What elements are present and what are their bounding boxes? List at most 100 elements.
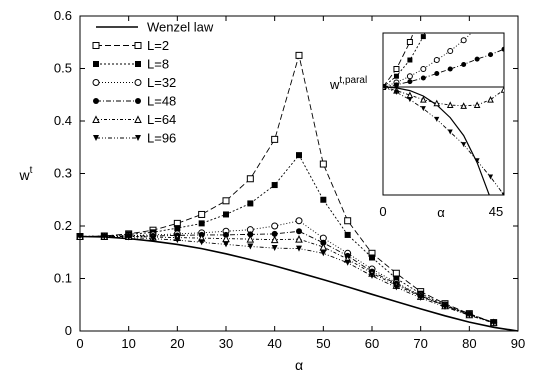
data-point-l-2 <box>198 210 206 218</box>
inset-data-point-l-8 <box>420 34 426 40</box>
data-point-l-96 <box>223 241 229 248</box>
data-point-l-96 <box>344 259 351 266</box>
inset-data-point-l-96 <box>447 129 453 135</box>
inset-series-line-wenzel-law <box>383 86 490 195</box>
data-point-l-2 <box>295 51 303 59</box>
data-point-l-96 <box>320 250 327 257</box>
inset-data-point-l-48 <box>461 62 467 67</box>
inset-data-point-l-64 <box>420 95 427 103</box>
inset-data-point-l-32 <box>460 37 467 44</box>
legend-label-l-64: L=64 <box>147 112 176 127</box>
y-tick-label: 0.1 <box>54 271 72 286</box>
data-point-l-96 <box>150 235 156 242</box>
legend-marker-l-64 <box>134 115 142 123</box>
inset-data-point-l-32 <box>420 66 427 72</box>
inset-data-point-l-48 <box>420 75 426 81</box>
inset-data-point-l-64 <box>460 102 467 109</box>
legend-label-l-2: L=2 <box>147 38 169 53</box>
data-point-l-96 <box>198 239 205 246</box>
legend-marker-l-96 <box>135 135 141 141</box>
y-axis-label-base: w <box>19 167 31 183</box>
data-point-l-96 <box>247 243 254 250</box>
inset-series-line-l-32 <box>383 33 473 88</box>
legend-label-wenzel-law: Wenzel law <box>147 20 214 35</box>
y-axis-label-superscript: t <box>30 165 33 176</box>
inset-data-point-l-48 <box>501 46 504 52</box>
data-point-l-8 <box>320 196 327 203</box>
data-point-l-2 <box>271 135 279 143</box>
data-point-l-64 <box>295 235 303 243</box>
legend-marker-l-96 <box>93 135 99 141</box>
data-point-l-64 <box>246 235 255 243</box>
inset-data-point-l-96 <box>434 116 440 122</box>
data-point-l-8 <box>271 182 278 189</box>
inset-data-point-l-2 <box>406 39 413 45</box>
data-point-l-64 <box>319 242 328 251</box>
inset-data-point-l-8 <box>407 57 413 63</box>
inset-data-point-l-96 <box>393 89 399 95</box>
legend-marker-l-64 <box>92 115 100 123</box>
legend-label-l-8: L=8 <box>147 57 169 72</box>
legend-label-l-32: L=32 <box>147 75 176 90</box>
legend-marker-l-2 <box>134 42 142 49</box>
inset-x-tick-0: 0 <box>379 204 386 219</box>
y-tick-label: 0.2 <box>54 218 72 233</box>
data-point-l-8 <box>344 231 351 238</box>
y-tick-label: 0.5 <box>54 61 72 76</box>
x-tick-label: 20 <box>170 336 184 351</box>
x-axis-label: α <box>295 357 303 373</box>
series-line-l-48 <box>80 230 494 324</box>
data-point-l-96 <box>417 294 424 301</box>
x-tick-label: 70 <box>413 336 427 351</box>
inset-data-point-l-96 <box>461 142 467 148</box>
data-point-l-2 <box>344 217 352 225</box>
legend-marker-l-8 <box>93 61 99 67</box>
legend-marker-l-32 <box>134 79 142 86</box>
inset-data-point-l-48 <box>488 52 494 58</box>
data-point-l-32 <box>271 222 279 230</box>
data-point-l-8 <box>393 275 400 282</box>
data-point-l-2 <box>392 269 400 277</box>
inset-data-point-l-64 <box>433 99 441 107</box>
x-tick-label: 30 <box>219 336 233 351</box>
data-point-l-64 <box>270 235 279 244</box>
legend: Wenzel law L=2 L=8 L=32 L=48 L=64 L=96 <box>92 20 214 146</box>
data-point-l-2 <box>222 197 230 205</box>
y-axis-label: wt <box>19 165 33 183</box>
inset-data-point-l-48 <box>393 82 399 88</box>
inset-data-point-l-96 <box>488 174 494 180</box>
inset-x-label: α <box>437 205 445 220</box>
series-line-l-32 <box>79 220 494 324</box>
legend-marker-l-48 <box>135 98 141 104</box>
inset-data-point-l-96 <box>383 84 386 90</box>
legend-marker-l-2 <box>92 42 100 49</box>
series-line-l-2 <box>79 55 494 324</box>
x-tick-label: 10 <box>121 336 135 351</box>
data-point-l-48 <box>247 231 254 238</box>
y-tick-label: 0.3 <box>54 166 72 181</box>
inset-series-line-l-96 <box>383 86 504 195</box>
inset-data-point-l-48 <box>474 56 480 62</box>
data-point-l-2 <box>246 175 254 183</box>
inset-y-label: wt,paral <box>329 75 367 92</box>
data-point-l-8 <box>369 254 375 261</box>
data-point-l-96 <box>101 234 108 241</box>
x-tick-label: 80 <box>462 336 476 351</box>
data-point-l-8 <box>174 225 181 232</box>
inset-data-point-l-2 <box>393 66 400 72</box>
data-point-l-96 <box>466 312 473 319</box>
data-point-l-48 <box>320 239 327 246</box>
data-point-l-8 <box>223 211 229 218</box>
inset-data-point-l-64 <box>500 86 504 93</box>
series-line-l-96 <box>79 236 494 324</box>
data-point-l-96 <box>271 245 278 252</box>
inset-series-line-l-2 <box>383 33 414 88</box>
inset-data-point-l-96 <box>420 106 426 112</box>
inset-data-point-l-48 <box>434 71 440 76</box>
inset-series-line-l-48 <box>383 48 504 88</box>
data-point-l-32 <box>295 217 303 225</box>
inset-plot-area <box>383 33 504 195</box>
series-line-l-8 <box>79 154 494 324</box>
legend-label-l-96: L=96 <box>147 131 176 146</box>
data-point-l-8 <box>198 220 205 227</box>
